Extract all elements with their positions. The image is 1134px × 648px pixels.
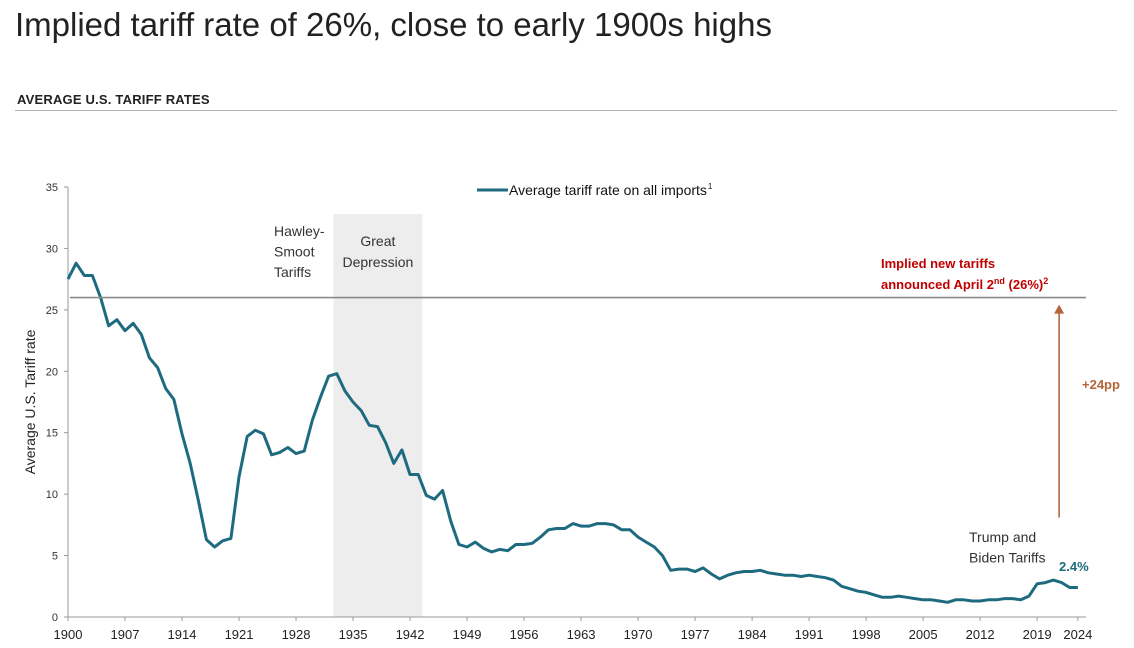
tariff-series-line [66,261,1078,604]
x-tick-label: 1963 [567,627,596,642]
increase-arrow-head [1054,304,1065,314]
x-tick-label: 1956 [510,627,539,642]
great-depression-shading [333,214,423,617]
y-tick-label: 5 [52,551,58,563]
implied-tariffs-label-1: Implied new tariffs [881,256,995,271]
x-tick-label: 1914 [168,627,197,642]
x-tick-label: 2024 [1063,627,1092,642]
x-tick-label: 2019 [1023,627,1052,642]
y-tick-label: 15 [46,428,58,440]
x-tick-label: 1977 [681,627,710,642]
hawley-smoot-label: Hawley- [274,223,325,239]
x-tick-label: 1984 [738,627,767,642]
x-tick-label: 1998 [852,627,881,642]
hawley-smoot-label: Smoot [274,244,315,260]
increase-label: +24pp [1082,377,1120,392]
x-tick-label: 1949 [453,627,482,642]
legend-label: Average tariff rate on all imports [509,182,707,198]
x-tick-label: 2012 [966,627,995,642]
y-tick-label: 25 [46,305,58,317]
x-tick-label: 1970 [624,627,653,642]
x-tick-label: 1991 [795,627,824,642]
y-tick-label: 20 [46,366,58,378]
implied-tariffs-label-2: announced April 2nd (26%)2 [881,276,1048,292]
page-title: Implied tariff rate of 26%, close to ear… [15,6,772,43]
x-tick-label: 1900 [54,627,83,642]
trump-biden-label: Trump and [969,529,1036,545]
trump-biden-label: Biden Tariffs [969,550,1046,566]
y-axis-label: Average U.S. Tariff rate [22,329,38,474]
x-tick-label: 1907 [111,627,140,642]
section-divider [15,110,1117,111]
latest-value-label: 2.4% [1059,559,1089,574]
section-title: AVERAGE U.S. TARIFF RATES [17,92,210,107]
hawley-smoot-label: Tariffs [274,264,311,280]
y-tick-label: 0 [52,612,58,624]
x-tick-label: 1921 [225,627,254,642]
x-tick-label: 1935 [339,627,368,642]
great-depression-label-1: Great [360,233,395,249]
x-tick-label: 1928 [282,627,311,642]
y-tick-label: 10 [46,489,58,501]
y-tick-label: 35 [46,182,58,194]
legend-superscript: 1 [708,182,713,191]
x-tick-label: 1942 [396,627,425,642]
x-tick-label: 2005 [909,627,938,642]
y-tick-label: 30 [46,243,58,255]
great-depression-label-2: Depression [342,254,413,270]
